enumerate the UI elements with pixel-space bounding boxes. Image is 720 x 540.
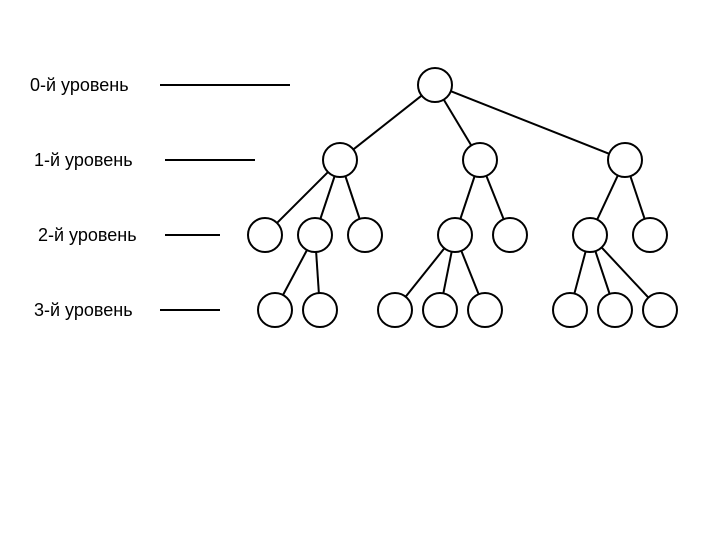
tree-node <box>323 143 357 177</box>
tree-node <box>463 143 497 177</box>
tree-node <box>438 218 472 252</box>
level-1-label: 1-й уровень <box>34 150 133 171</box>
tree-node <box>423 293 457 327</box>
tree-node <box>608 143 642 177</box>
level-3-label: 3-й уровень <box>34 300 133 321</box>
tree-node <box>298 218 332 252</box>
tree-node <box>573 218 607 252</box>
level-2-label: 2-й уровень <box>38 225 137 246</box>
tree-edge <box>597 175 618 219</box>
tree-edge <box>444 100 472 146</box>
tree-node <box>598 293 632 327</box>
level-0-label: 0-й уровень <box>30 75 129 96</box>
tree-edge <box>320 176 334 219</box>
tree-node <box>553 293 587 327</box>
tree-node <box>303 293 337 327</box>
tree-edge <box>461 251 478 294</box>
tree-edge <box>630 176 644 219</box>
tree-edge <box>574 251 585 293</box>
tree-node <box>633 218 667 252</box>
tree-edge <box>345 176 359 219</box>
tree-edge <box>277 172 328 223</box>
tree-node <box>468 293 502 327</box>
tree-node <box>248 218 282 252</box>
tree-node <box>418 68 452 102</box>
tree-edge <box>460 176 474 219</box>
tree-node <box>378 293 412 327</box>
tree-edge <box>316 252 319 293</box>
tree-edge <box>353 96 421 150</box>
tree-node <box>348 218 382 252</box>
tree-edge <box>283 250 307 295</box>
tree-edge <box>486 176 503 219</box>
tree-node <box>643 293 677 327</box>
tree-edge <box>443 252 451 294</box>
tree-node <box>258 293 292 327</box>
tree-edge <box>595 251 609 294</box>
tree-node <box>493 218 527 252</box>
tree-edge <box>406 248 445 296</box>
